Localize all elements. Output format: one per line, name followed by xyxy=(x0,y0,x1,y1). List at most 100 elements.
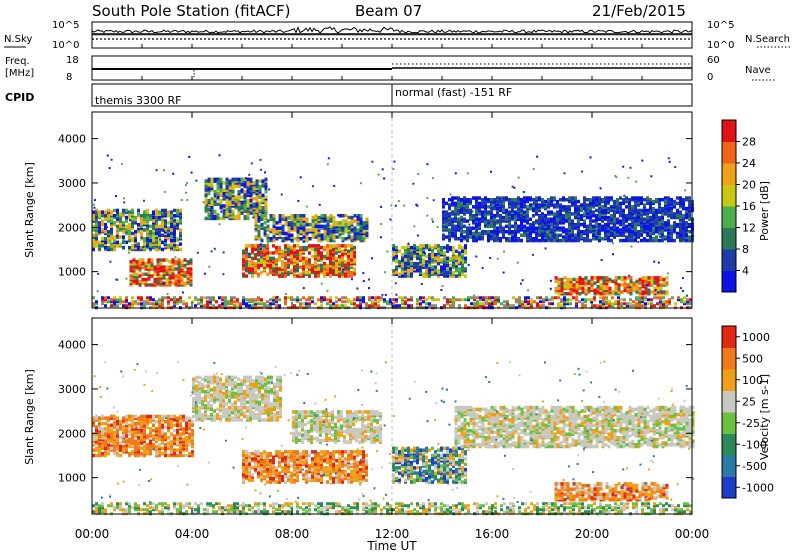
echo-cell xyxy=(539,304,542,307)
echo-cell xyxy=(351,221,354,225)
echo-cell xyxy=(260,264,263,268)
echo-cell xyxy=(476,300,479,303)
echo-cell xyxy=(259,185,262,189)
echo-cell xyxy=(592,225,595,229)
echo-cell xyxy=(443,271,446,275)
echo-cell xyxy=(341,250,344,254)
echo-cell xyxy=(332,502,335,505)
echo-cell xyxy=(125,296,128,299)
echo-cell xyxy=(503,300,506,303)
echo-cell xyxy=(309,237,312,241)
echo-cell xyxy=(413,262,416,266)
echo-cell xyxy=(342,237,345,241)
echo-cell xyxy=(176,298,179,301)
echo-cell xyxy=(539,204,541,206)
echo-cell xyxy=(686,295,688,297)
echo-cell xyxy=(265,201,268,205)
echo-cell xyxy=(383,506,386,509)
echo-cell xyxy=(236,506,239,509)
echo-cell xyxy=(404,274,407,278)
echo-cell xyxy=(245,251,248,255)
echo-cell xyxy=(176,508,179,511)
echo-cell xyxy=(559,239,562,243)
echo-cell xyxy=(649,198,652,202)
echo-cell xyxy=(224,296,227,299)
echo-cell xyxy=(425,274,428,278)
echo-cell xyxy=(374,502,377,505)
echo-cell xyxy=(204,273,206,275)
echo-cell xyxy=(306,228,309,232)
echo-cell xyxy=(541,225,544,229)
echo-cell xyxy=(428,260,431,264)
echo-cell xyxy=(360,214,363,218)
echo-cell xyxy=(547,202,550,206)
echo-cell xyxy=(140,218,143,222)
echo-cell xyxy=(104,214,107,218)
echo-cell xyxy=(649,239,652,243)
echo-cell xyxy=(649,223,652,227)
echo-cell xyxy=(407,258,410,262)
echo-cell xyxy=(305,506,308,509)
echo-cell xyxy=(472,214,475,218)
echo-cell xyxy=(314,255,317,258)
echo-cell xyxy=(582,287,585,291)
echo-cell xyxy=(122,508,125,511)
echo-cell xyxy=(311,502,314,505)
echo-cell xyxy=(548,298,551,301)
echo-cell xyxy=(330,218,333,222)
echo-cell xyxy=(487,225,490,229)
echo-cell xyxy=(527,206,529,208)
echo-cell xyxy=(238,195,241,199)
echo-cell xyxy=(455,274,458,278)
echo-cell xyxy=(526,234,529,238)
echo-cell xyxy=(688,235,691,239)
echo-cell xyxy=(580,214,583,218)
echo-cell xyxy=(548,302,551,305)
echo-cell xyxy=(395,298,398,301)
echo-cell xyxy=(440,258,443,262)
echo-cell xyxy=(335,304,338,307)
echo-cell xyxy=(300,230,303,234)
echo-cell xyxy=(505,225,508,229)
echo-cell xyxy=(320,508,323,511)
echo-cell xyxy=(272,257,275,261)
echo-cell xyxy=(299,257,302,261)
echo-cell xyxy=(576,285,579,289)
echo-cell xyxy=(317,248,320,252)
echo-cell xyxy=(347,298,350,301)
echo-cell xyxy=(442,198,445,202)
echo-cell xyxy=(520,214,523,218)
echo-cell xyxy=(499,198,501,200)
echo-cell xyxy=(639,287,642,291)
echo-cell xyxy=(634,223,637,227)
echo-cell xyxy=(511,230,514,234)
echo-cell xyxy=(251,260,254,264)
echo-cell xyxy=(101,296,104,299)
echo-cell xyxy=(568,237,571,241)
echo-cell xyxy=(618,287,621,291)
echo-cell xyxy=(208,192,211,196)
echo-cell xyxy=(248,304,251,307)
echo-cell xyxy=(554,296,557,299)
echo-cell xyxy=(296,274,299,278)
echo-cell xyxy=(673,200,676,204)
echo-cell xyxy=(598,207,601,211)
echo-cell xyxy=(532,198,535,202)
echo-cell xyxy=(645,280,648,284)
echo-cell xyxy=(141,237,143,239)
echo-cell xyxy=(401,246,404,250)
echo-cell xyxy=(497,296,500,299)
echo-cell xyxy=(461,269,464,273)
echo-cell xyxy=(454,207,457,211)
echo-cell xyxy=(260,510,263,513)
colorbar-tick-label: 28 xyxy=(742,136,756,149)
echo-cell xyxy=(124,242,126,244)
echo-cell xyxy=(148,283,151,287)
echo-cell xyxy=(443,504,446,507)
echo-cell xyxy=(217,213,220,217)
echo-cell xyxy=(616,226,619,230)
echo-cell xyxy=(137,296,140,299)
echo-cell xyxy=(338,304,341,307)
echo-cell xyxy=(580,218,583,222)
